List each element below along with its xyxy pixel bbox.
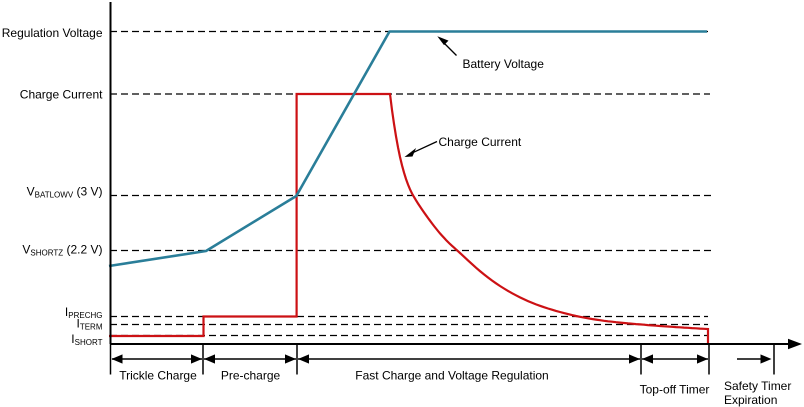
svg-text:Fast Charge and Voltage Regula: Fast Charge and Voltage Regulation: [355, 369, 548, 383]
svg-text:Safety Timer: Safety Timer: [724, 379, 791, 393]
svg-text:Top-off Timer: Top-off Timer: [640, 383, 710, 397]
svg-text:Battery Voltage: Battery Voltage: [463, 57, 545, 71]
svg-text:VSHORTZ (2.2 V): VSHORTZ (2.2 V): [22, 243, 102, 258]
svg-text:Regulation Voltage: Regulation Voltage: [2, 26, 103, 40]
svg-text:Charge Current: Charge Current: [20, 88, 103, 102]
svg-text:Trickle Charge: Trickle Charge: [119, 369, 197, 383]
svg-text:Charge Current: Charge Current: [439, 135, 522, 149]
svg-text:Pre-charge: Pre-charge: [221, 369, 281, 383]
svg-text:Expiration: Expiration: [724, 393, 777, 407]
